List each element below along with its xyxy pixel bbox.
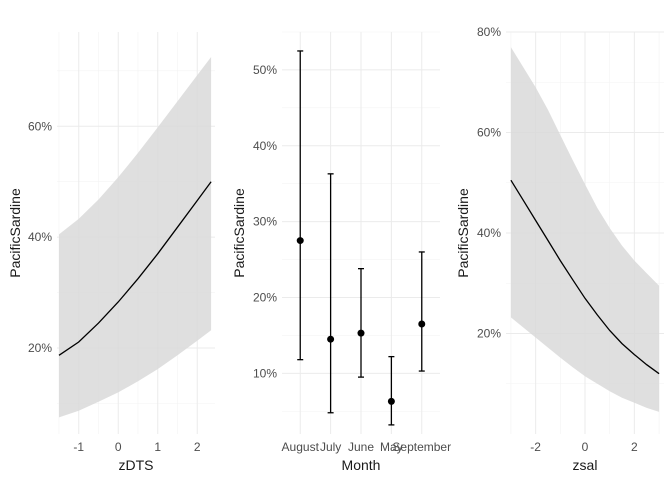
x-tick-label: September	[392, 440, 451, 454]
y-tick-label: 30%	[253, 215, 277, 229]
y-axis-title: PacificSardine	[231, 188, 247, 278]
data-point	[418, 320, 426, 328]
data-point	[327, 335, 335, 343]
confidence-band	[59, 57, 212, 418]
y-tick-label: 40%	[253, 139, 277, 153]
x-tick-label: June	[348, 440, 374, 454]
x-tick-label: 2	[631, 440, 638, 454]
x-axis-title: Month	[342, 457, 381, 473]
y-tick-label: 80%	[477, 25, 501, 39]
x-tick-label: May	[380, 440, 403, 454]
x-tick-label: July	[320, 440, 341, 454]
x-tick-label: 0	[115, 440, 122, 454]
x-axis-title: zDTS	[119, 457, 154, 473]
x-tick-label: -2	[530, 440, 541, 454]
fitted-line	[510, 179, 660, 375]
y-tick-label: 50%	[253, 63, 277, 77]
y-tick-label: 40%	[28, 230, 52, 244]
data-point	[387, 397, 395, 405]
data-point	[357, 329, 365, 337]
y-tick-label: 60%	[477, 126, 501, 140]
fitted-line	[58, 181, 212, 356]
y-tick-label: 10%	[253, 366, 277, 380]
x-tick-label: -1	[73, 440, 84, 454]
x-axis-title: zsal	[573, 457, 598, 473]
data-point	[296, 237, 304, 245]
panel-zdts: 20% 40% 60% -1 0 1 2 zDTS PacificSardine	[7, 32, 215, 473]
x-tick-label: 1	[154, 440, 161, 454]
y-tick-label: 20%	[253, 290, 277, 304]
y-tick-label: 20%	[28, 341, 52, 355]
y-tick-label: 20%	[477, 327, 501, 341]
confidence-band	[510, 47, 660, 412]
y-tick-label: 40%	[477, 226, 501, 240]
y-axis-title: PacificSardine	[7, 188, 23, 278]
x-tick-label: August	[282, 440, 320, 454]
panel-zsal: 20% 40% 60% 80% -2 0 2 zsal PacificSardine	[455, 25, 664, 473]
x-tick-label: 0	[582, 440, 589, 454]
y-axis-title: PacificSardine	[455, 188, 471, 278]
x-tick-label: 2	[194, 440, 201, 454]
panel-month: 10% 20% 30% 40% 50% August July June MaySeptembe…	[231, 31, 451, 473]
y-tick-label: 60%	[28, 119, 52, 133]
